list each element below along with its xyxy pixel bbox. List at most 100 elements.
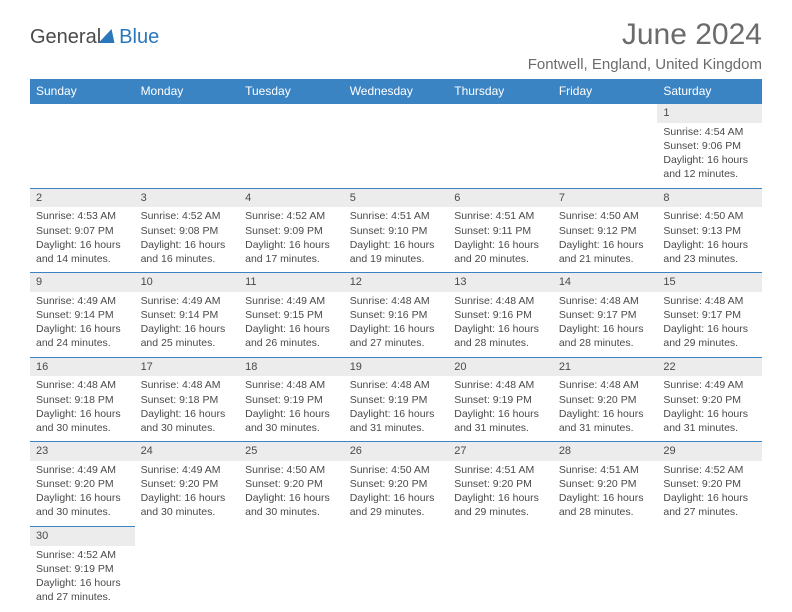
title-block: June 2024 Fontwell, England, United King…: [528, 18, 762, 73]
day-detail-cell: Sunrise: 4:51 AMSunset: 9:10 PMDaylight:…: [344, 207, 449, 272]
sunrise-line: Sunrise: 4:48 AM: [559, 294, 652, 308]
daylight-line: Daylight: 16 hours and 14 minutes.: [36, 238, 129, 266]
sunset-line: Sunset: 9:12 PM: [559, 224, 652, 238]
sunset-line: Sunset: 9:14 PM: [141, 308, 234, 322]
day-detail-cell: [239, 123, 344, 188]
day-detail-cell: [344, 123, 449, 188]
day-number-cell: [448, 526, 553, 545]
day-number-cell: [30, 104, 135, 123]
day-number-row: 9101112131415: [30, 273, 762, 292]
day-detail-cell: Sunrise: 4:52 AMSunset: 9:08 PMDaylight:…: [135, 207, 240, 272]
day-detail-cell: Sunrise: 4:54 AMSunset: 9:06 PMDaylight:…: [657, 123, 762, 188]
daylight-line: Daylight: 16 hours and 28 minutes.: [559, 491, 652, 519]
sunrise-line: Sunrise: 4:48 AM: [245, 378, 338, 392]
day-detail-cell: [448, 546, 553, 611]
day-number-cell: 5: [344, 188, 449, 207]
daylight-line: Daylight: 16 hours and 17 minutes.: [245, 238, 338, 266]
day-detail-cell: Sunrise: 4:48 AMSunset: 9:20 PMDaylight:…: [553, 376, 658, 441]
day-detail-cell: Sunrise: 4:48 AMSunset: 9:17 PMDaylight:…: [553, 292, 658, 357]
day-detail-cell: Sunrise: 4:52 AMSunset: 9:20 PMDaylight:…: [657, 461, 762, 526]
sunset-line: Sunset: 9:20 PM: [559, 393, 652, 407]
day-number-cell: [448, 104, 553, 123]
sunrise-line: Sunrise: 4:48 AM: [36, 378, 129, 392]
sunset-line: Sunset: 9:20 PM: [663, 477, 756, 491]
daylight-line: Daylight: 16 hours and 30 minutes.: [141, 491, 234, 519]
daylight-line: Daylight: 16 hours and 31 minutes.: [559, 407, 652, 435]
day-detail-cell: [239, 546, 344, 611]
day-number-cell: [344, 526, 449, 545]
day-number-cell: [239, 526, 344, 545]
daylight-line: Daylight: 16 hours and 27 minutes.: [350, 322, 443, 350]
day-detail-cell: Sunrise: 4:49 AMSunset: 9:14 PMDaylight:…: [135, 292, 240, 357]
day-number-cell: 28: [553, 442, 658, 461]
sunrise-line: Sunrise: 4:49 AM: [663, 378, 756, 392]
sunset-line: Sunset: 9:17 PM: [663, 308, 756, 322]
sunset-line: Sunset: 9:19 PM: [350, 393, 443, 407]
sunset-line: Sunset: 9:08 PM: [141, 224, 234, 238]
day-number-row: 23242526272829: [30, 442, 762, 461]
sunrise-line: Sunrise: 4:49 AM: [36, 463, 129, 477]
day-header: Monday: [135, 79, 240, 104]
day-number-cell: 7: [553, 188, 658, 207]
sunset-line: Sunset: 9:18 PM: [141, 393, 234, 407]
day-detail-row: Sunrise: 4:49 AMSunset: 9:14 PMDaylight:…: [30, 292, 762, 357]
day-number-row: 30: [30, 526, 762, 545]
day-header: Friday: [553, 79, 658, 104]
day-number-cell: 27: [448, 442, 553, 461]
day-number-cell: 6: [448, 188, 553, 207]
sunrise-line: Sunrise: 4:51 AM: [454, 209, 547, 223]
daylight-line: Daylight: 16 hours and 28 minutes.: [454, 322, 547, 350]
day-number-cell: 4: [239, 188, 344, 207]
day-header-row: Sunday Monday Tuesday Wednesday Thursday…: [30, 79, 762, 104]
location: Fontwell, England, United Kingdom: [528, 56, 762, 73]
day-header: Wednesday: [344, 79, 449, 104]
sunset-line: Sunset: 9:20 PM: [36, 477, 129, 491]
sunrise-line: Sunrise: 4:48 AM: [141, 378, 234, 392]
daylight-line: Daylight: 16 hours and 29 minutes.: [350, 491, 443, 519]
sail-icon: [99, 29, 120, 43]
day-number-cell: 8: [657, 188, 762, 207]
day-detail-row: Sunrise: 4:52 AMSunset: 9:19 PMDaylight:…: [30, 546, 762, 611]
logo: General Blue: [30, 26, 159, 49]
day-detail-cell: Sunrise: 4:48 AMSunset: 9:18 PMDaylight:…: [135, 376, 240, 441]
sunrise-line: Sunrise: 4:48 AM: [559, 378, 652, 392]
sunset-line: Sunset: 9:20 PM: [559, 477, 652, 491]
sunrise-line: Sunrise: 4:49 AM: [245, 294, 338, 308]
daylight-line: Daylight: 16 hours and 26 minutes.: [245, 322, 338, 350]
day-detail-cell: Sunrise: 4:49 AMSunset: 9:20 PMDaylight:…: [30, 461, 135, 526]
day-header: Thursday: [448, 79, 553, 104]
day-detail-cell: Sunrise: 4:48 AMSunset: 9:16 PMDaylight:…: [448, 292, 553, 357]
day-detail-cell: [135, 123, 240, 188]
sunset-line: Sunset: 9:19 PM: [36, 562, 129, 576]
day-number-cell: 19: [344, 357, 449, 376]
day-number-cell: 1: [657, 104, 762, 123]
day-number-cell: [344, 104, 449, 123]
daylight-line: Daylight: 16 hours and 23 minutes.: [663, 238, 756, 266]
day-detail-row: Sunrise: 4:49 AMSunset: 9:20 PMDaylight:…: [30, 461, 762, 526]
day-number-row: 16171819202122: [30, 357, 762, 376]
day-detail-cell: Sunrise: 4:48 AMSunset: 9:18 PMDaylight:…: [30, 376, 135, 441]
sunrise-line: Sunrise: 4:52 AM: [245, 209, 338, 223]
day-number-cell: 25: [239, 442, 344, 461]
day-number-cell: 17: [135, 357, 240, 376]
sunrise-line: Sunrise: 4:49 AM: [141, 463, 234, 477]
day-number-cell: 24: [135, 442, 240, 461]
daylight-line: Daylight: 16 hours and 30 minutes.: [245, 407, 338, 435]
logo-text-blue: Blue: [119, 26, 159, 49]
day-detail-cell: Sunrise: 4:50 AMSunset: 9:12 PMDaylight:…: [553, 207, 658, 272]
day-detail-cell: Sunrise: 4:48 AMSunset: 9:19 PMDaylight:…: [344, 376, 449, 441]
header: General Blue June 2024 Fontwell, England…: [30, 18, 762, 73]
sunrise-line: Sunrise: 4:52 AM: [36, 548, 129, 562]
daylight-line: Daylight: 16 hours and 28 minutes.: [559, 322, 652, 350]
sunrise-line: Sunrise: 4:52 AM: [663, 463, 756, 477]
day-number-cell: [657, 526, 762, 545]
sunrise-line: Sunrise: 4:49 AM: [141, 294, 234, 308]
day-number-cell: 10: [135, 273, 240, 292]
day-number-cell: 14: [553, 273, 658, 292]
day-detail-cell: Sunrise: 4:48 AMSunset: 9:16 PMDaylight:…: [344, 292, 449, 357]
sunset-line: Sunset: 9:16 PM: [350, 308, 443, 322]
day-detail-row: Sunrise: 4:53 AMSunset: 9:07 PMDaylight:…: [30, 207, 762, 272]
sunset-line: Sunset: 9:20 PM: [350, 477, 443, 491]
day-number-row: 2345678: [30, 188, 762, 207]
day-detail-cell: Sunrise: 4:51 AMSunset: 9:20 PMDaylight:…: [553, 461, 658, 526]
